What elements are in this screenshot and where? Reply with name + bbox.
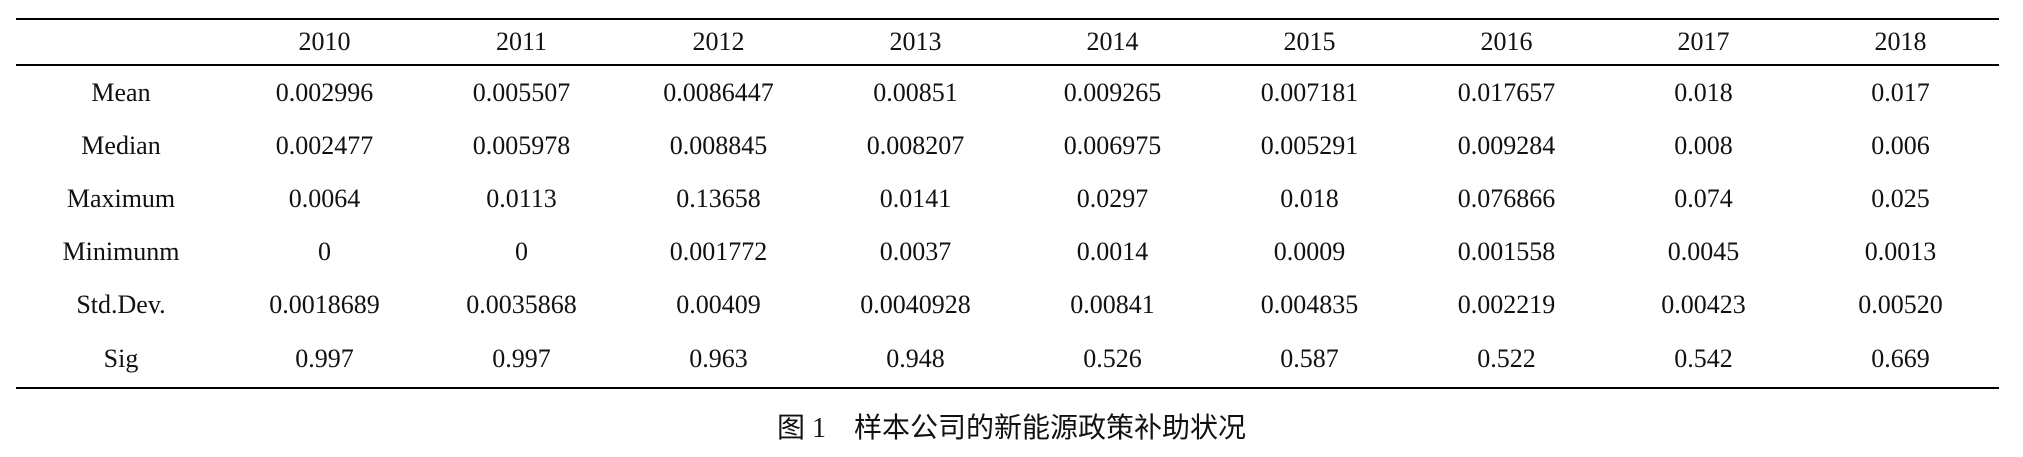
table-cell: 0.074: [1674, 183, 1733, 213]
table-cell: 0.542: [1674, 344, 1733, 373]
row-label: Minimunm: [62, 236, 180, 266]
table-cell: 0.13658: [676, 183, 761, 213]
table-cell: 0.997: [295, 344, 354, 373]
table-cell: 0.005978: [472, 130, 571, 160]
table-row: Std.Dev. 0.0018689 0.0035868 0.00409 0.00409…: [16, 278, 1999, 331]
table-cell: 0.004835: [1260, 289, 1359, 319]
table-row: Maximum 0.0064 0.0113 0.13658 0.0141 0.0297 0.…: [16, 172, 1999, 225]
table-cell: 0.008845: [669, 130, 768, 160]
table-cell: 0.963: [689, 344, 748, 373]
table-cell: 0.006975: [1063, 130, 1162, 160]
column-header: 2015: [1283, 27, 1336, 56]
table-cell: 0.005291: [1260, 130, 1359, 160]
table-cell: 0.0064: [288, 183, 361, 213]
table-row: Sig 0.997 0.997 0.963 0.948 0.526 0.587 0.522 0.…: [16, 331, 1999, 388]
table-cell: 0.522: [1477, 344, 1536, 373]
table-cell: 0.0018689: [269, 289, 380, 319]
caption: 图 1 样本公司的新能源政策补助状况: [776, 413, 1246, 444]
table-cell: 0: [318, 236, 331, 266]
table-cell: 0.005507: [472, 77, 571, 107]
table-cell: 0.001558: [1457, 236, 1556, 266]
table-cell: 0.076866: [1457, 183, 1556, 213]
table-cell: 0.018: [1280, 183, 1339, 213]
column-header: 2010: [298, 27, 351, 56]
table-cell: 0.997: [492, 344, 551, 373]
column-header: 2016: [1480, 27, 1533, 56]
table-cell: 0.00423: [1661, 289, 1746, 319]
row-label: Median: [81, 130, 161, 160]
table-cell: 0.001772: [669, 236, 768, 266]
column-header: 2013: [889, 27, 942, 56]
table-cell: 0.669: [1871, 344, 1930, 373]
table-cell: 0.017: [1871, 77, 1930, 107]
column-header: 2014: [1086, 27, 1139, 56]
table-cell: 0.006: [1871, 130, 1930, 160]
table-row: Minimunm 0 0 0.001772 0.0037 0.0014 0.0009 0.00…: [16, 225, 1999, 278]
table-cell: 0.00409: [676, 289, 761, 319]
table-row: Mean 0.002996 0.005507 0.0086447 0.00851 0.00…: [16, 65, 1999, 119]
table-cell: 0.008: [1674, 130, 1733, 160]
header-row: 2010 2011 2012 2013 2014 2015 2016 2017 2018: [16, 19, 1999, 65]
table-head: 2010 2011 2012 2013 2014 2015 2016 2017 2018: [16, 19, 1999, 65]
table-cell: 0.0141: [879, 183, 952, 213]
column-header: 2018: [1874, 27, 1927, 56]
table-row: Median 0.002477 0.005978 0.008845 0.008207 0.…: [16, 119, 1999, 172]
table-cell: 0.017657: [1457, 77, 1556, 107]
table-cell: 0.0045: [1667, 236, 1740, 266]
column-header: 2011: [495, 27, 548, 56]
table-cell: 0.009265: [1063, 77, 1162, 107]
table-cell: 0.025: [1871, 183, 1930, 213]
table-cell: 0.002996: [275, 77, 374, 107]
corner-cell: [16, 19, 226, 65]
table-cell: 0.0113: [486, 183, 557, 213]
table-cell: 0.526: [1083, 344, 1142, 373]
table-cell: 0.0014: [1076, 236, 1149, 266]
table-cell: 0.007181: [1260, 77, 1359, 107]
table-cell: 0.00520: [1858, 289, 1943, 319]
table-cell: 0.587: [1280, 344, 1339, 373]
row-label: Mean: [91, 77, 151, 107]
table-cell: 0.0040928: [860, 289, 971, 319]
data-table: 2010 2011 2012 2013 2014 2015 2016 2017 2018 Mea…: [16, 18, 1999, 389]
table-cell: 0.948: [886, 344, 945, 373]
table-cell: 0.009284: [1457, 130, 1556, 160]
row-label: Maximum: [66, 183, 176, 213]
table-cell: 0.0009: [1273, 236, 1346, 266]
column-header: 2017: [1677, 27, 1730, 56]
row-label: Std.Dev.: [76, 289, 166, 319]
table-cell: 0.002219: [1457, 289, 1556, 319]
table-cell: 0.0297: [1076, 183, 1149, 213]
table-cell: 0.0013: [1864, 236, 1937, 266]
column-header: 2012: [692, 27, 745, 56]
table-cell: 0.008207: [866, 130, 965, 160]
table-cell: 0.0035868: [466, 289, 577, 319]
table-cell: 0.0037: [879, 236, 952, 266]
table-cell: 0.00841: [1070, 289, 1155, 319]
table-cell: 0: [515, 236, 528, 266]
table-cell: 0.002477: [275, 130, 374, 160]
table-cell: 0.0086447: [663, 77, 774, 107]
row-label: Sig: [103, 344, 139, 373]
table-cell: 0.00851: [873, 77, 958, 107]
table-body: Mean 0.002996 0.005507 0.0086447 0.00851 0.00…: [16, 65, 1999, 388]
table-cell: 0.018: [1674, 77, 1733, 107]
